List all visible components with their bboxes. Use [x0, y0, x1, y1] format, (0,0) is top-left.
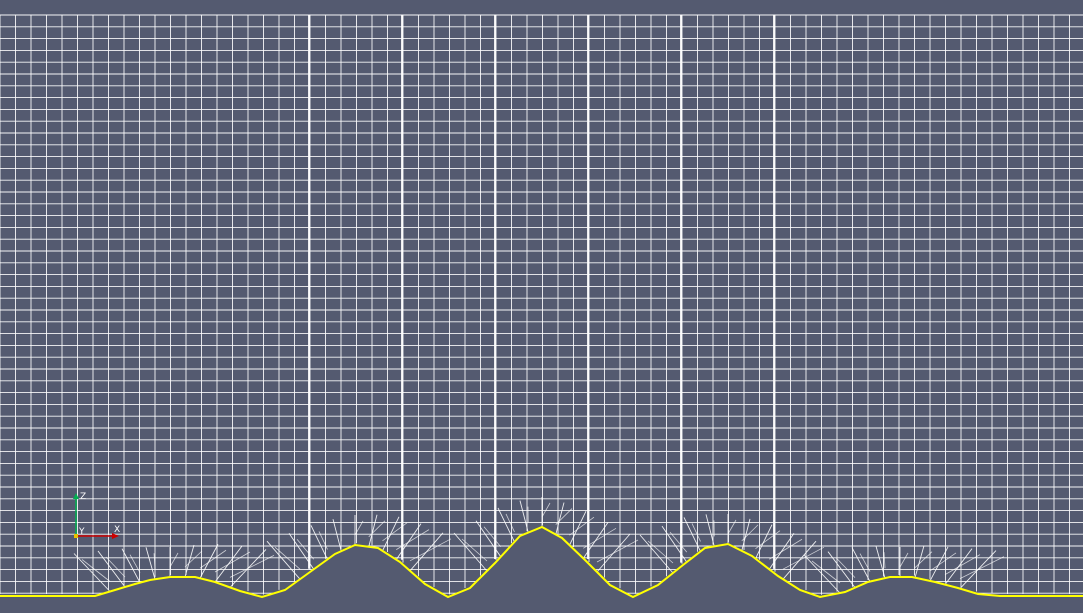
- terrain-boundary-curve: [0, 525, 1083, 599]
- terrain-surface: [0, 527, 1083, 613]
- orientation-axes-widget: Z Y X: [60, 488, 130, 548]
- orientation-axes-icon: [73, 493, 119, 539]
- mesh-boundary-cells: [73, 497, 1005, 594]
- mesh-grid-lines: [0, 14, 1083, 595]
- y-axis-label: Y: [79, 527, 85, 537]
- x-axis-label: X: [114, 525, 121, 535]
- z-axis-label: Z: [80, 492, 87, 502]
